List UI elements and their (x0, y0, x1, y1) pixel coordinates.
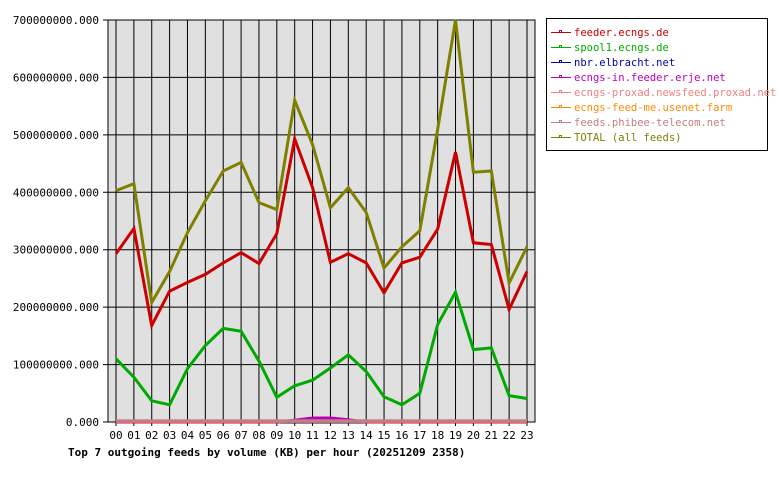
x-tick-label: 09 (270, 429, 283, 442)
series-line-0 (114, 133, 529, 331)
x-tick-label: 15 (377, 429, 390, 442)
x-tick-label: 12 (324, 429, 337, 442)
legend-item: spool1.ecngs.de (547, 40, 767, 55)
legend-label: feeds.phibee-telecom.net (574, 116, 726, 129)
x-tick-label: 19 (449, 429, 462, 442)
x-tick-label: 21 (485, 429, 498, 442)
series-line-7 (115, 19, 529, 307)
y-tick-label: 400000000.000 (13, 186, 99, 199)
legend-label: ecngs-proxad.newsfeed.proxad.net (574, 86, 777, 99)
legend-label: ecngs-feed-me.usenet.farm (574, 101, 733, 114)
x-tick-label: 13 (342, 429, 355, 442)
legend-swatch-icon (551, 103, 571, 113)
legend-swatch-icon (551, 118, 571, 128)
grid-lines (103, 19, 536, 423)
x-tick-label: 20 (467, 429, 480, 442)
y-tick-label: 300000000.000 (13, 244, 99, 257)
x-tick-label: 22 (503, 429, 516, 442)
y-tick-label: 700000000.000 (13, 14, 99, 27)
x-tick-label: 10 (288, 429, 301, 442)
x-tick-label: 01 (127, 429, 140, 442)
x-tick-label: 16 (395, 429, 408, 442)
y-tick-label: 200000000.000 (13, 301, 99, 314)
legend-swatch-icon (551, 88, 571, 98)
legend-label: TOTAL (all feeds) (574, 131, 682, 144)
x-tick-label: 05 (199, 429, 212, 442)
legend-item: nbr.elbracht.net (547, 55, 767, 70)
x-tick-label: 23 (520, 429, 533, 442)
y-tick-label: 600000000.000 (13, 71, 99, 84)
legend-swatch-icon (551, 28, 571, 38)
y-tick-label: 0.000 (66, 416, 99, 429)
legend-item: TOTAL (all feeds) (547, 130, 767, 145)
legend-swatch-icon (551, 58, 571, 68)
legend-label: spool1.ecngs.de (574, 41, 669, 54)
x-tick-label: 00 (109, 429, 122, 442)
y-tick-label: 500000000.000 (13, 129, 99, 142)
legend-label: feeder.ecngs.de (574, 26, 669, 39)
x-tick-label: 11 (306, 429, 319, 442)
x-tick-label: 08 (252, 429, 265, 442)
legend-item: ecngs-proxad.newsfeed.proxad.net (547, 85, 776, 100)
x-tick-label: 02 (145, 429, 158, 442)
legend-swatch-icon (551, 73, 571, 83)
legend-label: ecngs-in.feeder.erje.net (574, 71, 726, 84)
legend-swatch-icon (551, 133, 571, 143)
legend-label: nbr.elbracht.net (574, 56, 676, 69)
x-tick-label: 18 (431, 429, 444, 442)
series-lines (114, 19, 529, 424)
y-axis: 0.000 100000000.000 200000000.000 300000000… (13, 14, 99, 429)
chart-title: Top 7 outgoing feeds by volume (KB) per … (68, 446, 465, 459)
legend-item: ecngs-in.feeder.erje.net (547, 70, 767, 85)
x-tick-label: 14 (360, 429, 374, 442)
x-tick-label: 07 (234, 429, 247, 442)
legend-item: feeds.phibee-telecom.net (547, 115, 767, 130)
x-tick-label: 17 (413, 429, 426, 442)
series-line-1 (114, 288, 528, 407)
x-axis: 00 01 02 03 04 05 06 07 08 09 10 11 12 13 14 15 16 17 18 19… (109, 422, 534, 442)
legend-swatch-icon (551, 43, 571, 53)
x-tick-label: 03 (163, 429, 176, 442)
x-tick-label: 04 (181, 429, 195, 442)
x-tick-label: 06 (217, 429, 230, 442)
legend-item: feeder.ecngs.de (547, 25, 767, 40)
y-tick-label: 100000000.000 (13, 359, 99, 372)
legend-item: ecngs-feed-me.usenet.farm (547, 100, 767, 115)
legend: feeder.ecngs.de spool1.ecngs.de nbr.elbrac… (546, 18, 776, 151)
